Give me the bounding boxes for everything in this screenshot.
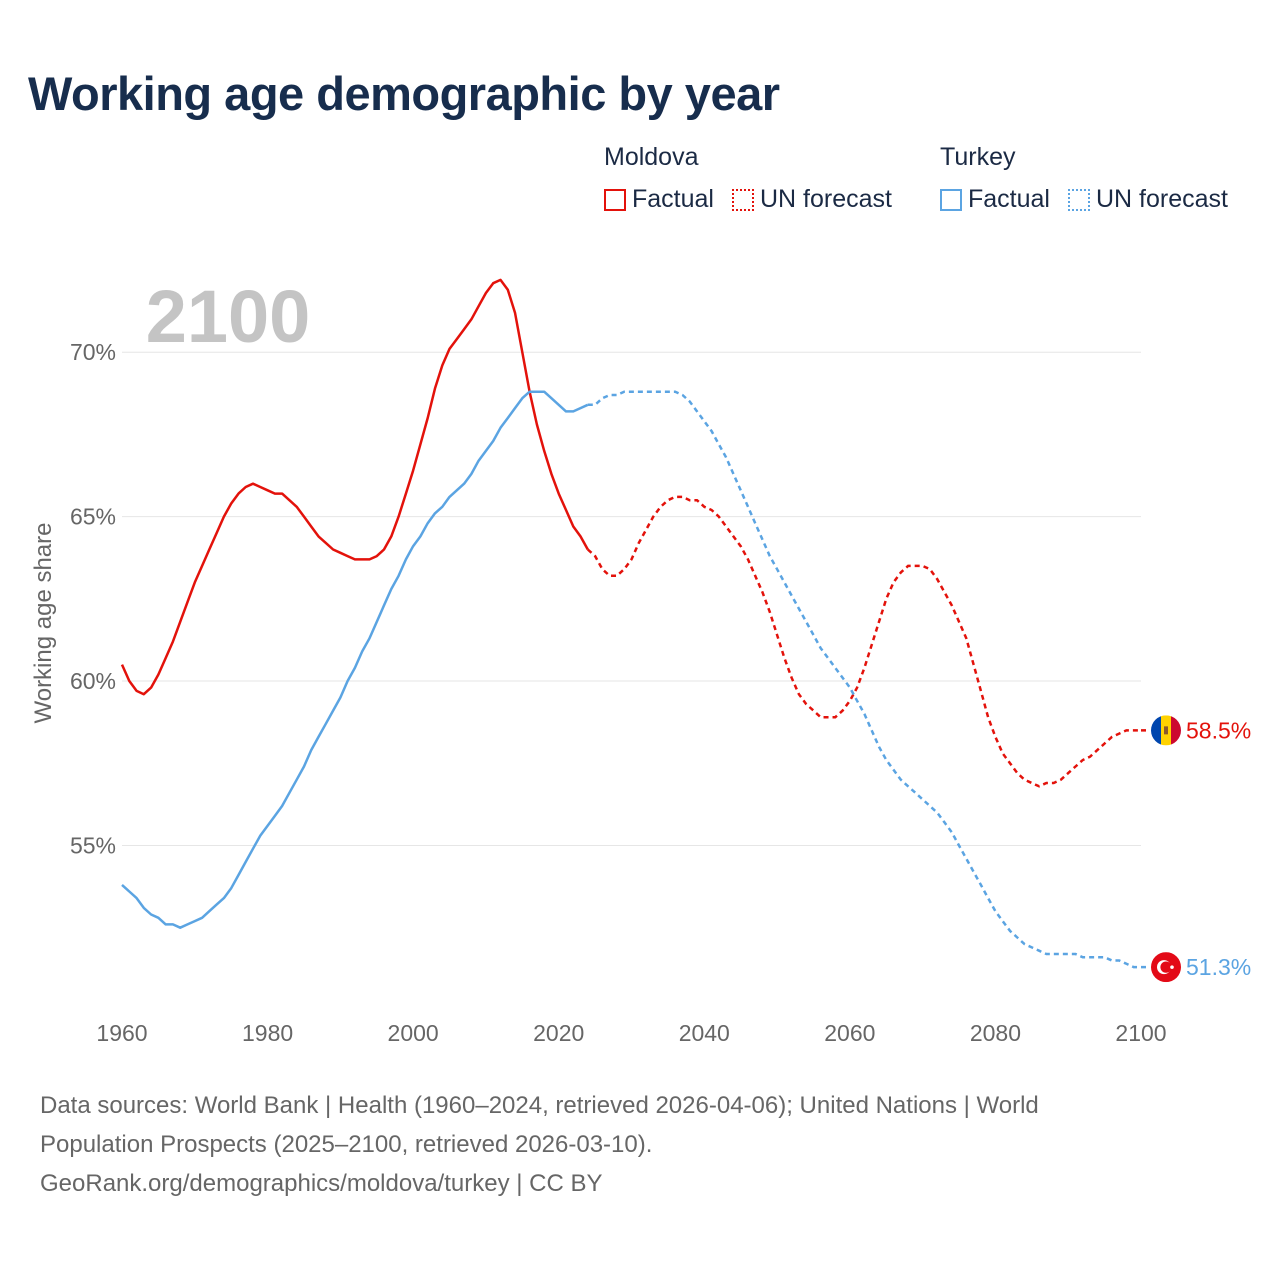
series-line-moldova-factual[interactable] (120, 278, 589, 696)
y-tick-label: 65% (70, 504, 116, 530)
turkey-flag-icon (1151, 952, 1181, 983)
line-chart: 2100 Working age share 55% 60% 65% 70% 1960… (30, 275, 1251, 1046)
x-axis-ticks: 1960 1980 2000 2020 2040 2060 2080 2100 (96, 1020, 1166, 1046)
x-tick-label: 2040 (679, 1020, 730, 1046)
y-tick-label: 55% (70, 832, 116, 858)
y-axis-ticks: 55% 60% 65% 70% (70, 339, 116, 858)
dotted-swatch-icon (731, 188, 754, 211)
y-tick-label: 70% (70, 339, 116, 365)
source-line-1: Data sources: World Bank | Health (1960–… (40, 1092, 1039, 1119)
x-tick-label: 2100 (1115, 1020, 1166, 1046)
x-tick-label: 2080 (970, 1020, 1021, 1046)
legend-label: UN forecast (759, 185, 892, 213)
y-axis-label: Working age share (30, 523, 57, 724)
legend-item-turkey-forecast[interactable]: UN forecast (1067, 185, 1228, 214)
end-labels: 58.5% 51.3% (1151, 715, 1251, 983)
series-line-turkey-factual[interactable] (121, 390, 589, 929)
chart-title: Working age demographic by year (28, 67, 780, 120)
series-lines (120, 278, 1150, 969)
legend-group-turkey: Turkey Factual UN forecast (940, 143, 1246, 214)
solid-swatch-icon (940, 188, 962, 211)
series-line-turkey-forecast[interactable] (587, 390, 1141, 969)
source-line-2: Population Prospects (2025–2100, retriev… (40, 1131, 653, 1158)
x-tick-label: 1980 (242, 1020, 293, 1046)
legend-label: UN forecast (1095, 185, 1228, 213)
legend-group-name: Turkey (940, 143, 1016, 171)
moldova-flag-icon (1151, 715, 1181, 746)
x-tick-label: 2000 (388, 1020, 439, 1046)
x-tick-label: 2060 (824, 1020, 875, 1046)
dotted-swatch-icon (1067, 188, 1090, 211)
end-value-label-turkey: 51.3% (1186, 954, 1251, 980)
legend-label: Factual (968, 185, 1050, 213)
x-tick-label: 2020 (533, 1020, 584, 1046)
legend-label: Factual (632, 185, 714, 213)
legend-group-moldova: Moldova Factual UN forecast (604, 143, 910, 214)
end-value-label-moldova: 58.5% (1186, 717, 1251, 743)
legend-group-name: Moldova (604, 143, 699, 171)
legend-item-moldova-forecast[interactable]: UN forecast (731, 185, 892, 214)
legend-item-turkey-factual[interactable]: Factual (940, 185, 1050, 214)
x-tick-label: 1960 (96, 1020, 147, 1046)
footer: Data sources: World Bank | Health (1960–… (40, 1086, 1240, 1203)
year-watermark: 2100 (146, 275, 311, 358)
solid-swatch-icon (604, 188, 626, 211)
source-url: GeoRank.org/demographics/moldova/turkey … (40, 1170, 603, 1197)
legend-item-moldova-factual[interactable]: Factual (604, 185, 714, 214)
series-line-moldova-forecast[interactable] (586, 495, 1141, 788)
gridlines (122, 351, 1141, 846)
y-tick-label: 60% (70, 668, 116, 694)
